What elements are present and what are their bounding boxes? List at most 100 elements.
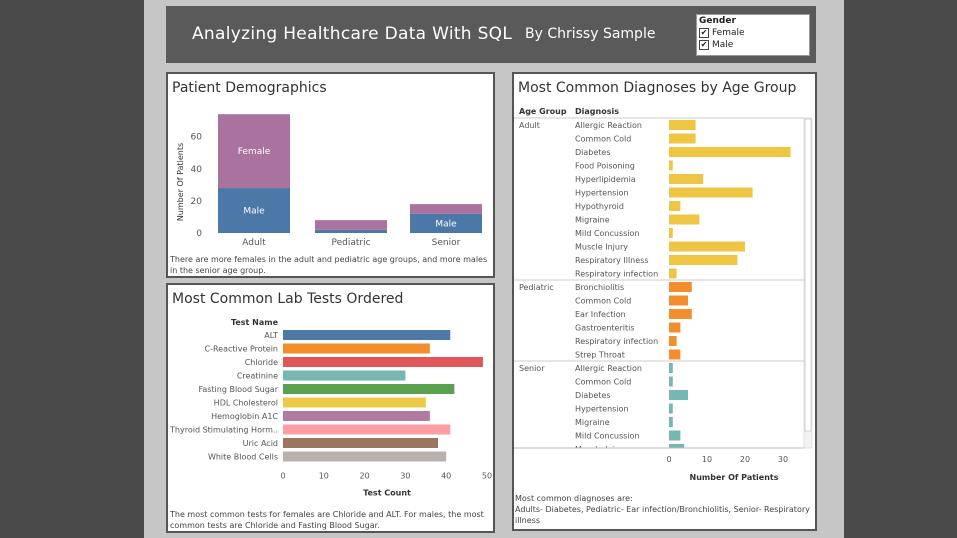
gender-filter-male-label: Male bbox=[712, 40, 734, 50]
y-tick-label: 40 bbox=[191, 165, 203, 175]
category-label: HDL Cholesterol bbox=[214, 399, 278, 408]
bar-senior-allergic-reaction bbox=[669, 363, 673, 373]
diagnosis-label: Diabetes bbox=[575, 148, 611, 157]
diagnosis-label: Allergic Reaction bbox=[575, 121, 642, 130]
bar-pediatric-ear-infection bbox=[669, 309, 692, 319]
checkbox-checked-icon[interactable]: ✔ bbox=[699, 40, 709, 50]
x-tick-label: 10 bbox=[702, 455, 712, 464]
age-group-label: Senior bbox=[519, 364, 545, 373]
gender-filter: Gender ✔ Female ✔ Male bbox=[696, 14, 810, 56]
diagnosis-label: Common Cold bbox=[575, 297, 631, 306]
age-group-label: Pediatric bbox=[519, 283, 554, 292]
bar-pediatric-common-cold bbox=[669, 295, 688, 306]
diagnosis-label: Muscle Injury bbox=[575, 445, 628, 454]
bar-adult-hypothyroid bbox=[669, 201, 681, 211]
bar-hdl-cholesterol bbox=[283, 397, 426, 408]
x-tick-label: 10 bbox=[319, 472, 329, 481]
bar-pediatric-respiratory-infection bbox=[669, 336, 677, 346]
diagnosis-label: Respiratory infection bbox=[575, 270, 658, 279]
bar-male-senior bbox=[410, 213, 482, 233]
bar-adult-common-cold bbox=[669, 133, 696, 144]
bar-senior-migraine bbox=[669, 417, 673, 427]
diagnosis-label: Muscle Injury bbox=[575, 243, 628, 252]
diagnosis-label: Ear Infection bbox=[575, 310, 626, 319]
bar-pediatric-gastroenteritis bbox=[669, 322, 681, 333]
bar-adult-food-poisoning bbox=[669, 160, 673, 171]
lab-tests-note: The most common tests for females are Ch… bbox=[170, 510, 484, 530]
dashboard-header: Analyzing Healthcare Data With SQL By Ch… bbox=[166, 6, 816, 63]
checkbox-checked-icon[interactable]: ✔ bbox=[699, 28, 709, 38]
x-axis-title: Test Count bbox=[363, 489, 411, 498]
bar-adult-migraine bbox=[669, 214, 700, 225]
bar-senior-muscle-injury bbox=[669, 444, 685, 448]
x-tick-label: 40 bbox=[441, 472, 451, 481]
bar-senior-mild-concussion bbox=[669, 430, 681, 441]
diagnosis-label: Respiratory Illness bbox=[575, 256, 649, 265]
x-tick-label: 50 bbox=[482, 472, 492, 481]
diagnosis-label: Strep Throat bbox=[575, 351, 625, 360]
x-tick-label: 0 bbox=[666, 455, 671, 464]
diagnosis-label: Migraine bbox=[575, 418, 610, 427]
bar-chloride bbox=[283, 357, 483, 367]
x-tick-label: 30 bbox=[778, 455, 788, 464]
diagnosis-label: Respiratory infection bbox=[575, 337, 658, 346]
bar-label-male: Male bbox=[435, 219, 457, 229]
bar-pediatric-strep-throat bbox=[669, 349, 681, 360]
category-label: Thyroid Stimulating Horm.. bbox=[169, 426, 278, 435]
bar-creatinine bbox=[283, 370, 406, 381]
bar-adult-mild-concussion bbox=[669, 228, 673, 238]
bar-label-male: Male bbox=[243, 207, 265, 217]
bar-fasting-blood-sugar bbox=[283, 384, 455, 394]
dashboard-title: Analyzing Healthcare Data With SQL bbox=[192, 24, 513, 44]
diagnoses-scroll-body: Adult Allergic Reaction Common Cold Diabete… bbox=[514, 120, 804, 454]
bar-alt bbox=[283, 330, 451, 340]
bar-adult-allergic-reaction bbox=[669, 120, 696, 130]
category-label: Fasting Blood Sugar bbox=[198, 385, 278, 394]
y-tick-label: 60 bbox=[191, 133, 203, 143]
bar-label-female: Female bbox=[238, 147, 271, 157]
diagnosis-label: Diabetes bbox=[575, 391, 611, 400]
category-label: Hemoglobin A1C bbox=[211, 412, 278, 421]
bar-senior-diabetes bbox=[669, 390, 688, 400]
bar-adult-muscle-injury bbox=[669, 241, 745, 252]
category-label: ALT bbox=[264, 331, 278, 340]
bar-female-pediatric bbox=[315, 220, 387, 230]
diagnosis-label: Common Cold bbox=[575, 378, 631, 387]
x-tick-label: 0 bbox=[280, 472, 285, 481]
category-label: White Blood Cells bbox=[208, 453, 278, 462]
y-tick-label: 0 bbox=[196, 229, 202, 239]
bar-thyroid-stimulating-horm- bbox=[283, 424, 451, 435]
gender-filter-female-label: Female bbox=[712, 28, 745, 38]
lab-tests-panel: Most Common Lab Tests Ordered Test Name A… bbox=[166, 283, 495, 533]
row-header: Test Name bbox=[231, 318, 279, 327]
bar-senior-hypertension bbox=[669, 403, 673, 414]
x-axis-title: Number Of Patients bbox=[690, 473, 779, 482]
bar-adult-respiratory-illness bbox=[669, 255, 738, 265]
diagnosis-label: Mild Concussion bbox=[575, 229, 640, 238]
diagnoses-title: Most Common Diagnoses by Age Group bbox=[518, 80, 797, 96]
x-tick-label: Senior bbox=[432, 238, 461, 248]
lab-tests-title: Most Common Lab Tests Ordered bbox=[172, 291, 404, 307]
y-axis-title: Number Of Patients bbox=[176, 143, 185, 221]
patient-demographics-panel: Patient Demographics Number Of Patients 0… bbox=[166, 72, 495, 278]
gender-filter-female[interactable]: ✔ Female bbox=[699, 28, 745, 39]
bar-senior-common-cold bbox=[669, 376, 673, 387]
diagnosis-label: Mild Concussion bbox=[575, 432, 640, 441]
diagnoses-panel: Most Common Diagnoses by Age Group Age G… bbox=[512, 72, 817, 531]
scrollbar-thumb[interactable] bbox=[804, 118, 812, 432]
bar-adult-respiratory-infection bbox=[669, 268, 677, 279]
gender-filter-male[interactable]: ✔ Male bbox=[699, 40, 733, 51]
diagnosis-label: Hypertension bbox=[575, 189, 629, 198]
diagnosis-label: Allergic Reaction bbox=[575, 364, 642, 373]
demographics-title: Patient Demographics bbox=[172, 80, 327, 96]
bar-female-senior bbox=[410, 204, 482, 214]
demographics-chart: Number Of Patients 0 20 40 60 Male Female Adult… bbox=[176, 114, 482, 248]
x-tick-label: Pediatric bbox=[331, 238, 370, 248]
col-header-diagnosis: Diagnosis bbox=[575, 107, 619, 116]
x-tick-label: Adult bbox=[242, 238, 266, 248]
age-group-label: Adult bbox=[519, 121, 540, 130]
bar-male-pediatric bbox=[315, 229, 387, 233]
gender-filter-title: Gender bbox=[699, 16, 736, 26]
diagnosis-label: Bronchiolitis bbox=[575, 283, 624, 292]
diagnosis-label: Common Cold bbox=[575, 135, 631, 144]
